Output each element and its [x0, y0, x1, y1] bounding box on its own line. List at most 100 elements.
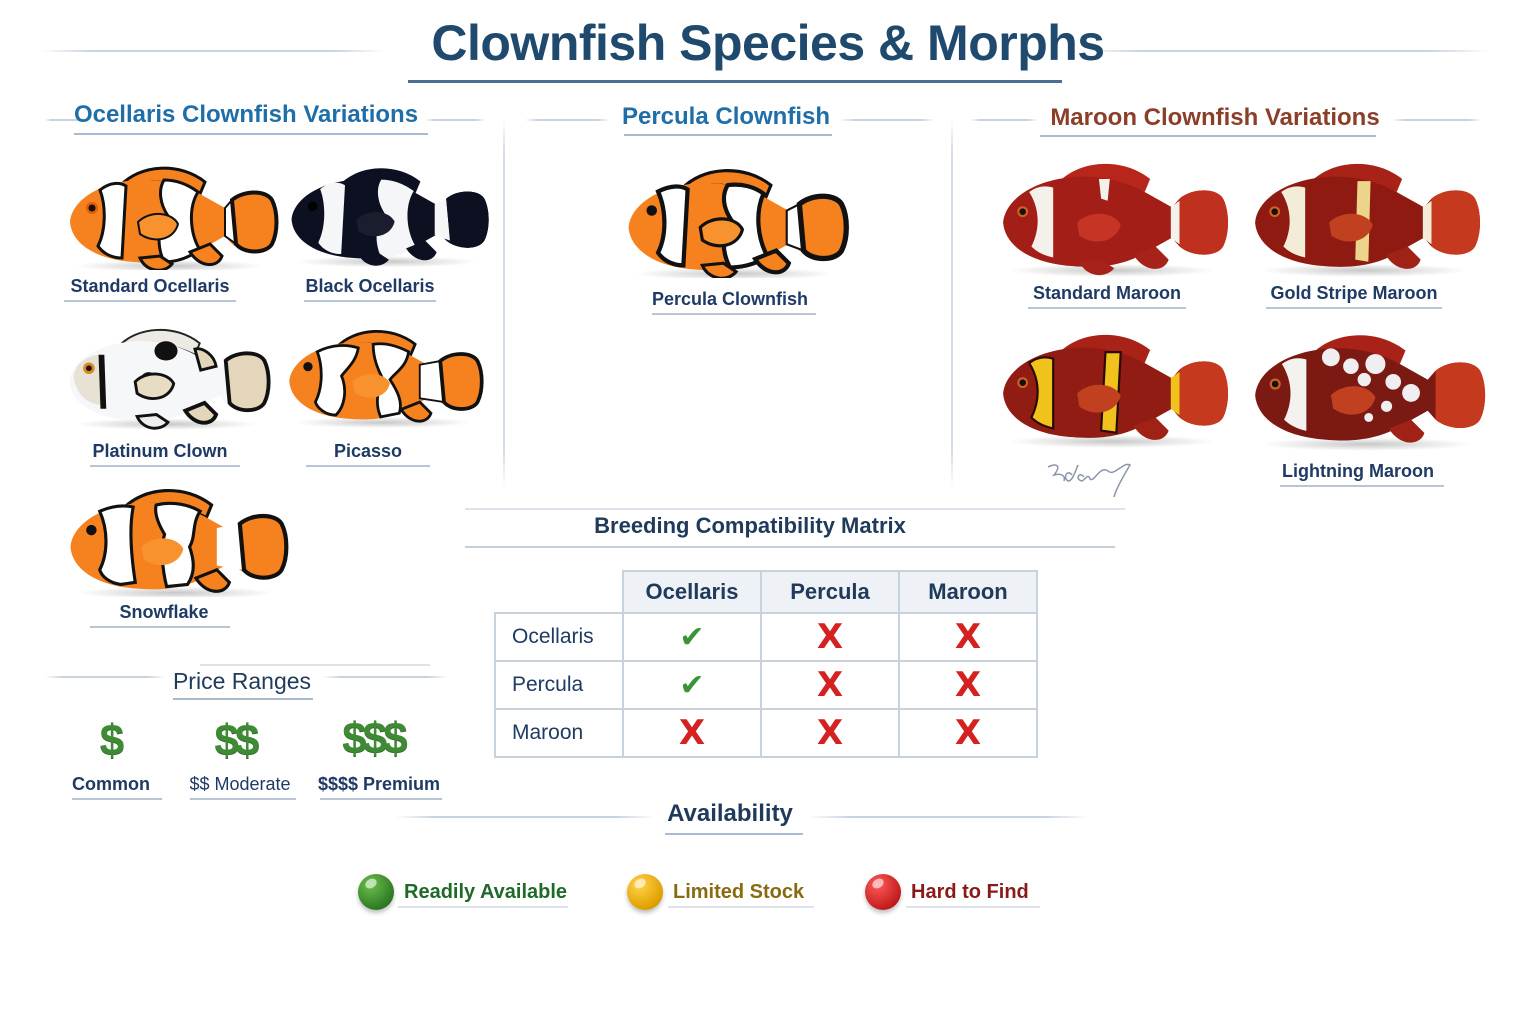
- matrix-cell: X: [898, 612, 1038, 662]
- title-underline: [408, 80, 1062, 83]
- label-underline: [906, 906, 1040, 908]
- matrix-row-header: Percula: [494, 660, 624, 710]
- fish-platinum[interactable]: [60, 320, 272, 430]
- clownfish-standard-ocellaris-icon: [70, 166, 279, 270]
- x-icon: X: [816, 713, 844, 753]
- fish-picasso[interactable]: [280, 320, 485, 430]
- label-underline: [652, 313, 816, 315]
- clownfish-black-ocellaris-icon: [291, 168, 489, 268]
- clownfish-picasso-icon: [289, 329, 484, 429]
- percula-title-line-left: [525, 119, 610, 121]
- compatibility-matrix: Ocellaris Percula Maroon Ocellaris ✔ X X…: [494, 570, 1038, 758]
- label-underline: [668, 906, 814, 908]
- matrix-cell: X: [622, 708, 762, 758]
- label-underline: [72, 798, 162, 800]
- ocellaris-title-underline: [74, 133, 428, 135]
- matrix-cell: X: [760, 612, 900, 662]
- price-title-line-left: [45, 676, 165, 678]
- title-divider-right: [1080, 50, 1490, 52]
- signature-scribble-icon: [1047, 463, 1132, 498]
- yellow-ball-icon: [627, 874, 663, 910]
- price-title-line-top: [200, 664, 430, 666]
- label-underline: [304, 300, 436, 302]
- fish-percula[interactable]: [614, 162, 854, 278]
- maroon-title-underline: [1040, 135, 1376, 137]
- matrix-row: Percula ✔ X X: [494, 660, 1038, 710]
- fish-label: Lightning Maroon: [1282, 461, 1434, 481]
- fish-label: Black Ocellaris: [305, 276, 435, 296]
- fish-gold-band-maroon[interactable]: [992, 326, 1232, 448]
- ocellaris-section-title: Ocellaris Clownfish Variations: [73, 101, 419, 128]
- matrix-row-header: Ocellaris: [494, 612, 624, 662]
- availability-hard-to-find: Hard to Find: [865, 874, 1029, 910]
- fish-gold-stripe-maroon[interactable]: [1244, 155, 1484, 277]
- dollar-icon: $$$: [342, 714, 407, 763]
- availability-label: Limited Stock: [673, 880, 805, 903]
- matrix-col-header: Maroon: [898, 570, 1038, 614]
- matrix-row: Maroon X X X: [494, 708, 1038, 758]
- fish-black-ocellaris[interactable]: [282, 158, 492, 268]
- availability-title: Availability: [667, 800, 793, 827]
- label-underline: [306, 465, 430, 467]
- price-ranges-title: Price Ranges: [172, 668, 312, 694]
- fish-label: Snowflake: [119, 602, 209, 622]
- clownfish-standard-maroon-icon: [1003, 163, 1229, 277]
- fish-label: Standard Maroon: [1032, 283, 1181, 303]
- fish-standard-ocellaris[interactable]: [60, 160, 280, 270]
- ocellaris-title-line-right: [425, 119, 485, 121]
- fish-standard-maroon[interactable]: [992, 155, 1232, 277]
- fish-label: Platinum Clown: [92, 441, 228, 461]
- availability-title-underline: [665, 833, 803, 835]
- price-label-common: Common: [72, 774, 150, 794]
- price-label-premium: $$$$ Premium: [317, 774, 441, 794]
- matrix-corner: [495, 571, 623, 613]
- matrix-row: Ocellaris ✔ X X: [494, 612, 1038, 662]
- matrix-cell: X: [760, 660, 900, 710]
- x-icon: X: [816, 617, 844, 657]
- maroon-title-line-right: [1392, 119, 1482, 121]
- maroon-title-line-left: [970, 119, 1038, 121]
- availability-label: Readily Available: [404, 880, 568, 903]
- page-title: Clownfish Species & Morphs: [431, 15, 1105, 71]
- green-ball-icon: [358, 874, 394, 910]
- matrix-cell: X: [760, 708, 900, 758]
- check-icon: ✔: [679, 620, 705, 654]
- label-underline: [320, 798, 442, 800]
- matrix-col-header: Ocellaris: [622, 570, 762, 614]
- label-underline: [398, 906, 568, 908]
- percula-section-title: Percula Clownfish: [621, 103, 831, 130]
- price-title-underline: [173, 698, 313, 700]
- fish-label: Percula Clownfish: [651, 289, 809, 309]
- clownfish-percula-icon: [628, 169, 849, 278]
- label-underline: [1266, 307, 1442, 309]
- price-label-moderate: $$ Moderate: [189, 774, 291, 794]
- label-underline: [1028, 307, 1186, 309]
- maroon-section-title: Maroon Clownfish Variations: [1050, 104, 1380, 131]
- availability-title-line-right: [808, 816, 1088, 818]
- clownfish-lightning-maroon-icon: [1255, 335, 1486, 451]
- percula-title-underline: [624, 134, 832, 136]
- matrix-cell: X: [898, 708, 1038, 758]
- availability-title-line-left: [395, 816, 655, 818]
- fish-snowflake[interactable]: [55, 482, 295, 597]
- matrix-title-line-bottom: [465, 546, 1115, 548]
- red-ball-icon: [865, 874, 901, 910]
- clownfish-gold-stripe-maroon-icon: [1255, 163, 1481, 277]
- fish-lightning-maroon[interactable]: [1244, 326, 1489, 451]
- ocellaris-title-line-left: [45, 119, 85, 121]
- fish-label: Picasso: [333, 441, 403, 461]
- availability-readily-available: Readily Available: [358, 874, 567, 910]
- label-underline: [90, 465, 240, 467]
- x-icon: X: [816, 665, 844, 705]
- x-icon: X: [954, 617, 982, 657]
- dollar-icon: $$: [214, 716, 260, 765]
- matrix-title-line-top: [465, 508, 1125, 510]
- clownfish-gold-band-maroon-icon: [1003, 334, 1229, 448]
- matrix-col-header: Percula: [760, 570, 900, 614]
- label-underline: [190, 798, 296, 800]
- fish-label: Gold Stripe Maroon: [1270, 283, 1438, 303]
- x-icon: X: [678, 713, 706, 753]
- dollar-icon: $: [99, 716, 124, 765]
- availability-label: Hard to Find: [911, 880, 1029, 903]
- label-underline: [64, 300, 236, 302]
